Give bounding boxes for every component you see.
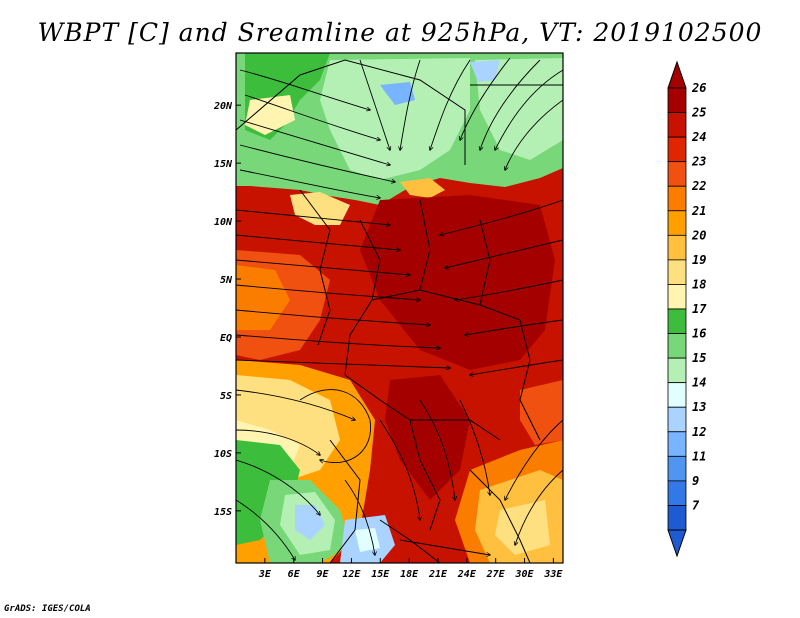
lon-tick-label: 24E [457,569,477,580]
colorbar-label: 26 [691,81,706,95]
colorbar-label: 12 [692,425,706,439]
latitude-axis: 20N 15N 10N 5N EQ 5S 10S 15S [213,101,241,518]
colorbar-swatch [667,431,687,457]
wbpt-shading [236,53,563,563]
lat-tick-label: 20N [213,101,233,112]
colorbar-swatch [667,505,687,531]
colorbar-swatch [667,357,687,384]
colorbar-swatch [667,480,687,506]
longitude-axis: 3E 6E 9E 12E 15E 18E 21E 24E 27E 30E 33E [258,558,563,580]
lon-tick-label: 12E [342,569,361,580]
colorbar-swatch [667,259,687,285]
colorbar-label: 16 [692,327,706,341]
lat-tick-label: 15S [214,507,232,518]
colorbar-legend: 26 25 24 23 22 21 20 19 18 17 16 15 14 13 12 11 9 7 [667,60,707,558]
colorbar-label: 22 [691,179,706,193]
colorbar-label: 21 [691,204,706,218]
colorbar-label: 25 [691,106,706,120]
colorbar-label: 14 [692,376,706,390]
colorbar-swatch [667,455,687,482]
colorbar-swatch [667,382,687,408]
colorbar-label: 15 [692,351,706,365]
lat-tick-label: 5S [220,391,232,402]
colorbar-top-arrow [667,60,687,89]
lon-tick-label: 6E [288,569,301,580]
colorbar-label: 17 [692,302,707,316]
lon-tick-label: 3E [258,569,272,580]
lon-tick-label: 27E [486,569,506,580]
colorbar-swatch [667,185,687,212]
colorbar-label: 7 [692,498,700,512]
colorbar-label: 9 [692,474,699,488]
map-title: WBPT [C] and Sreamline at 925hPa, VT: 20… [37,18,763,47]
lat-tick-label: EQ [220,333,232,344]
colorbar-label: 13 [692,400,706,414]
lat-tick-label: 5N [220,275,233,286]
lon-tick-label: 30E [514,569,534,580]
colorbar-swatch [667,87,687,113]
colorbar-swatch [667,161,687,187]
colorbar-swatch [667,210,687,236]
colorbar-label: 24 [691,130,706,144]
grads-credit: GrADS: IGES/COLA [4,604,91,614]
colorbar-swatch [667,406,687,433]
colorbar-swatch [667,284,687,310]
colorbar-bottom-arrow [667,529,687,558]
lat-tick-label: 10N [214,217,233,228]
lon-tick-label: 18E [400,569,419,580]
colorbar-swatch [667,333,687,359]
lat-tick-label: 10S [214,449,232,460]
colorbar-label: 23 [691,155,706,169]
lon-tick-label: 15E [371,569,390,580]
colorbar-label: 11 [692,449,706,463]
lon-tick-label: 21E [428,569,448,580]
lon-tick-label: 33E [543,569,563,580]
streamlines [236,57,563,560]
lon-tick-label: 9E [317,569,330,580]
colorbar-label: 20 [691,228,706,242]
colorbar-label: 18 [692,277,706,291]
colorbar-swatch [667,308,687,334]
colorbar-swatch [667,112,687,138]
colorbar-label: 19 [692,253,706,267]
map-frame [235,52,564,564]
colorbar-swatch [667,136,687,163]
colorbar-swatch [667,234,687,261]
lat-tick-label: 15N [214,159,233,170]
